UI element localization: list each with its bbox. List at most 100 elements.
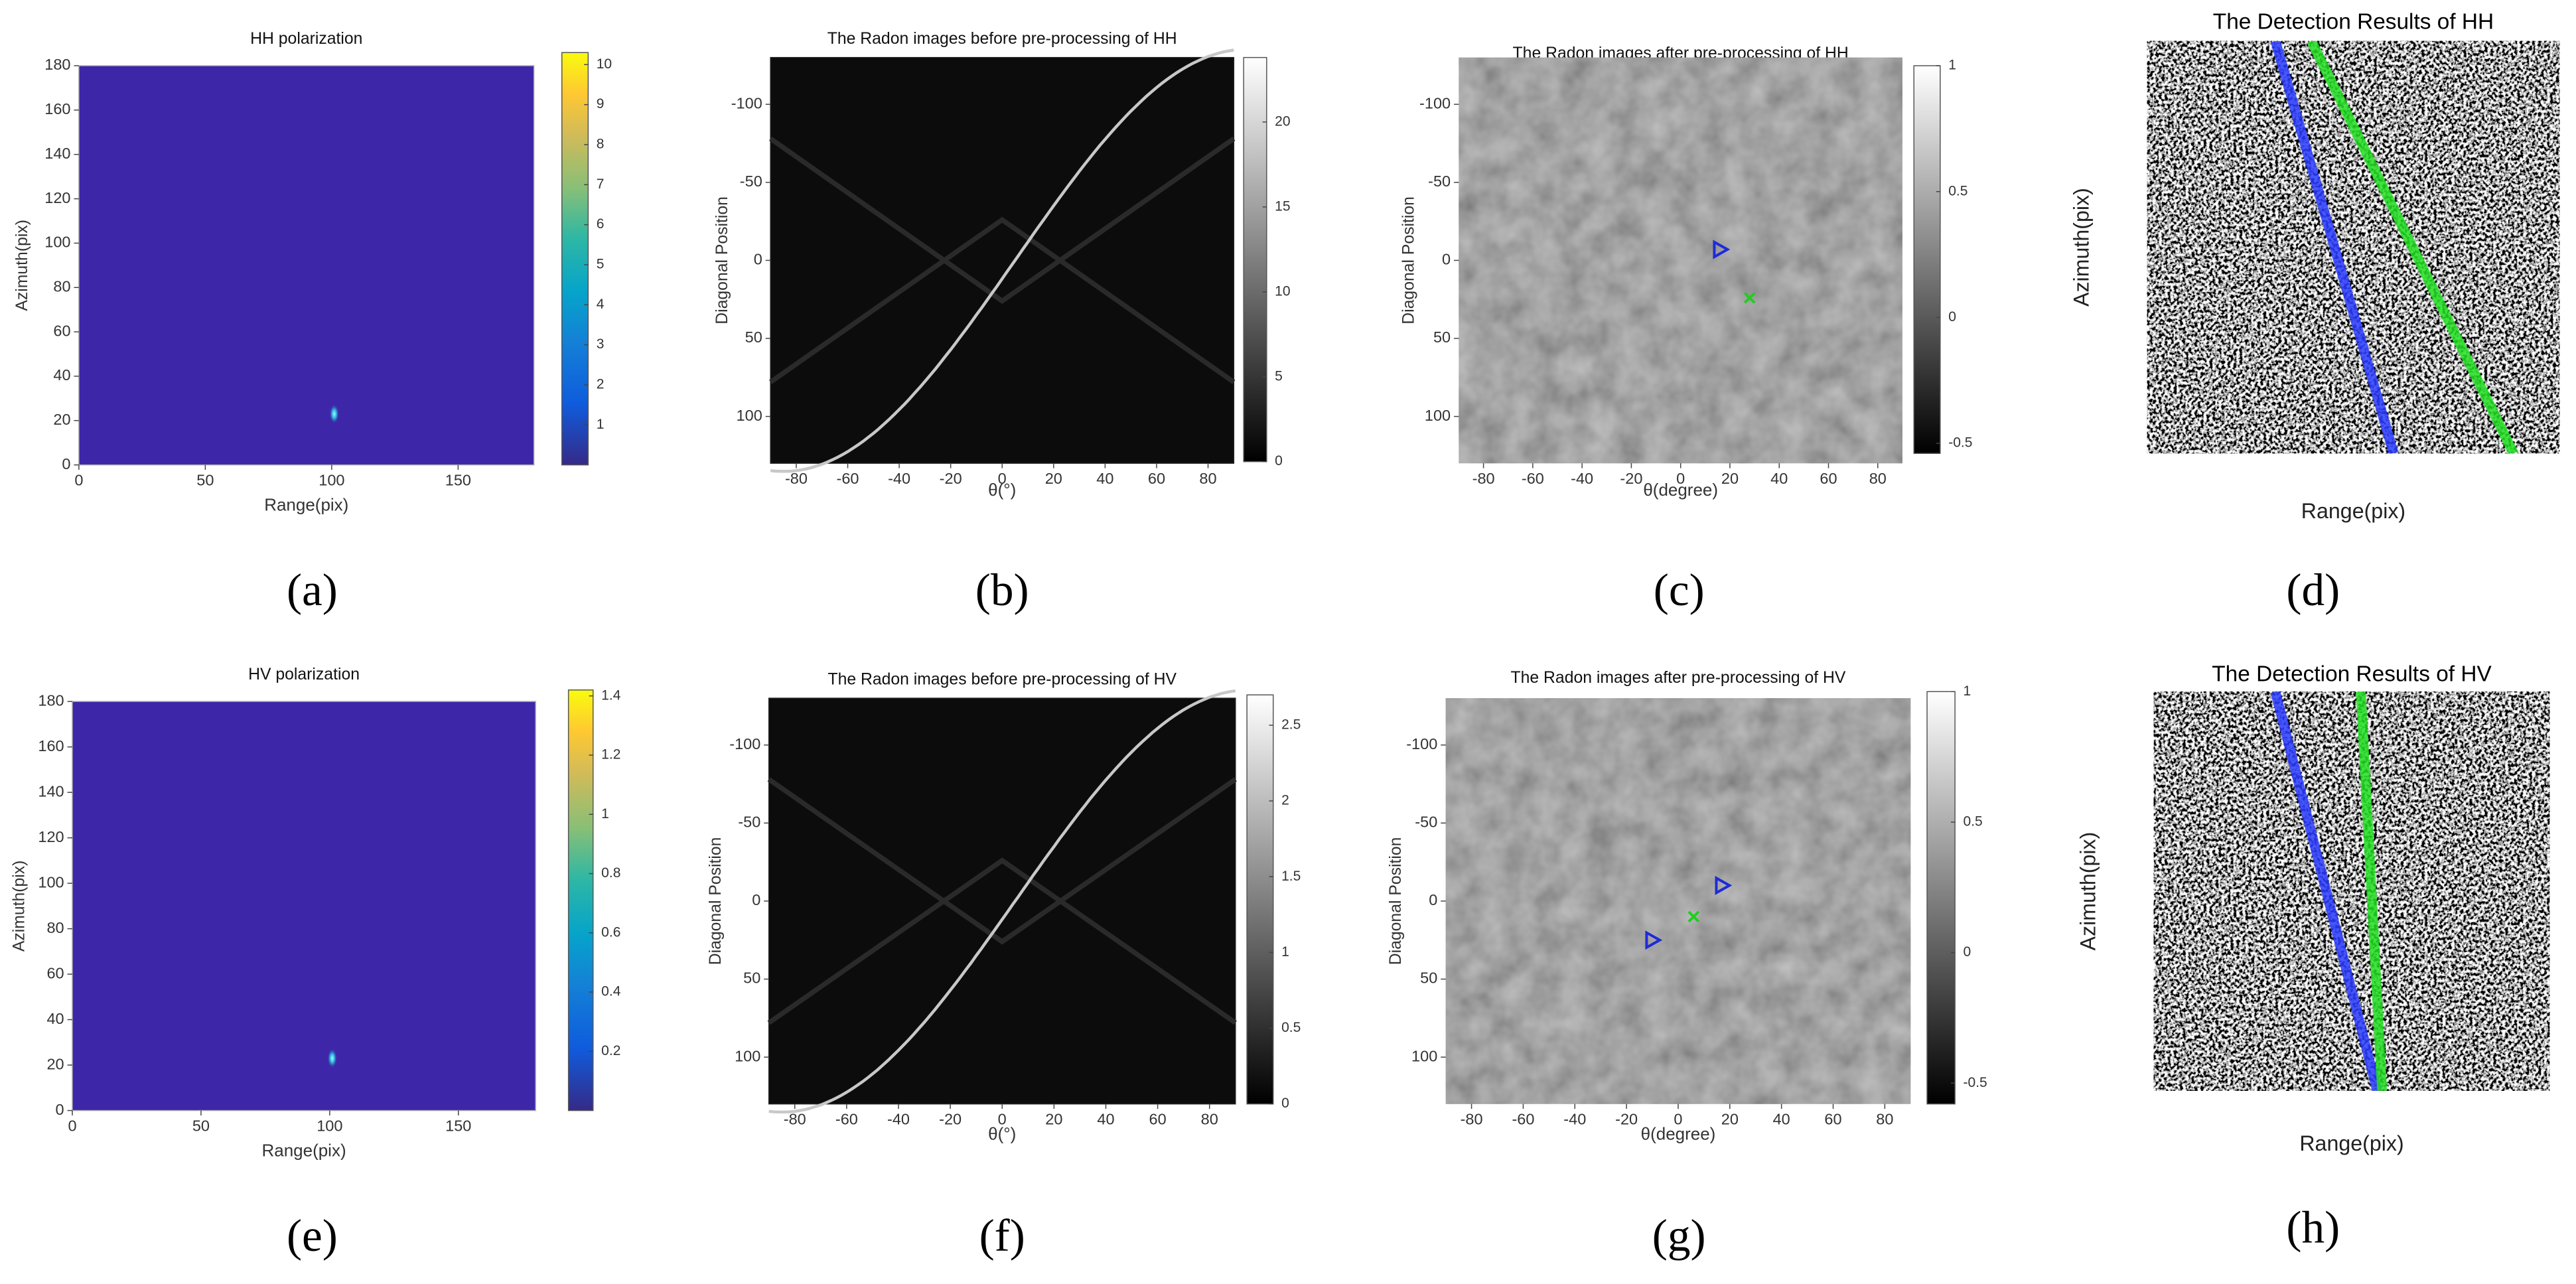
- y-axis-label: Diagonal Position: [1387, 837, 1405, 965]
- panel-label: (f): [979, 1210, 1025, 1261]
- x-tick-label: 40: [1097, 1111, 1114, 1128]
- x-axis-label: Range(pix): [2301, 499, 2405, 523]
- chart-title: The Radon images before pre-processing o…: [827, 30, 1177, 48]
- x-tick-label: -60: [837, 470, 859, 487]
- colorbar-tick-label: 15: [1275, 198, 1290, 214]
- x-tick-label: -40: [1563, 1111, 1586, 1128]
- x-tick-label: 0: [74, 472, 83, 489]
- y-tick-label: 180: [38, 691, 64, 709]
- chart-title: The Radon images after pre-processing of…: [1511, 669, 1846, 687]
- y-tick-label: 0: [56, 1101, 64, 1118]
- colorbar-tick-label: 2.5: [1281, 717, 1301, 732]
- x-tick-label: 50: [192, 1117, 210, 1135]
- y-tick-label: 160: [38, 737, 64, 754]
- colorbar-tick-label: 2: [1281, 793, 1289, 808]
- x-tick-label: 80: [1876, 1111, 1893, 1128]
- colorbar-tick-label: 20: [1275, 113, 1290, 129]
- radon-image: [770, 56, 1235, 464]
- colorbar-tick-label: 0.6: [601, 924, 620, 940]
- radon-ridge: [767, 777, 1237, 945]
- y-tick-label: 50: [745, 328, 762, 346]
- x-tick-label: -20: [940, 470, 962, 487]
- x-axis-label: θ(degree): [1643, 480, 1718, 500]
- colorbar-tick-label: 0.5: [1948, 183, 1968, 198]
- y-tick-label: 40: [53, 366, 70, 384]
- colorbar: [1243, 56, 1267, 463]
- x-tick-label: -60: [835, 1111, 858, 1128]
- x-tick-label: -80: [1472, 470, 1495, 487]
- y-axis-label: Azimuth(pix): [2076, 832, 2100, 951]
- y-axis-label: Azimuth(pix): [13, 220, 31, 311]
- heatmap-image: [78, 65, 535, 466]
- colorbar-tick-label: 1: [1948, 58, 1956, 73]
- x-tick-label: 100: [317, 1117, 342, 1135]
- y-axis-label: Azimuth(pix): [10, 861, 28, 952]
- y-tick-label: 180: [44, 56, 70, 73]
- y-tick-label: 50: [1433, 328, 1451, 346]
- panel-label: (b): [975, 564, 1029, 615]
- y-tick-label: 0: [62, 455, 70, 472]
- y-tick-label: 100: [1411, 1047, 1437, 1064]
- colorbar-tick-label: 3: [597, 336, 605, 352]
- y-tick-label: 40: [46, 1010, 64, 1027]
- y-tick-label: 50: [743, 969, 760, 987]
- colorbar-tick-label: 6: [597, 216, 605, 232]
- y-tick-label: 160: [44, 100, 70, 117]
- y-tick-label: -100: [1406, 735, 1437, 752]
- panel-label: (h): [2286, 1202, 2340, 1253]
- colorbar: [561, 52, 589, 466]
- x-tick-label: -20: [1615, 1111, 1638, 1128]
- radon-image: [768, 697, 1236, 1105]
- x-tick-label: 0: [998, 470, 1007, 487]
- colorbar-tick-label: 0.4: [601, 984, 621, 999]
- y-tick-label: 80: [53, 277, 70, 295]
- speckle-image: [2153, 691, 2550, 1091]
- x-tick-label: 40: [1770, 470, 1788, 487]
- radon-curve: [768, 689, 1236, 1114]
- x-tick-label: -20: [1620, 470, 1642, 487]
- y-tick-label: 0: [754, 251, 762, 268]
- x-tick-label: -80: [784, 1111, 806, 1128]
- x-tick-label: 60: [1149, 1111, 1167, 1128]
- x-axis-label: Range(pix): [262, 1140, 346, 1160]
- x-tick-label: -20: [939, 1111, 962, 1128]
- y-tick-label: 60: [53, 322, 70, 339]
- y-tick-label: 120: [38, 828, 64, 845]
- y-tick-label: -100: [1419, 94, 1451, 111]
- x-tick-label: 20: [1721, 1111, 1739, 1128]
- x-tick-label: 100: [319, 472, 344, 489]
- panel-label: (c): [1654, 564, 1705, 615]
- x-tick-label: -40: [1571, 470, 1593, 487]
- y-tick-label: -50: [740, 173, 762, 190]
- x-tick-label: 150: [445, 472, 471, 489]
- radon-ridge: [769, 136, 1236, 305]
- y-tick-label: 120: [44, 189, 70, 206]
- x-axis-label: Range(pix): [264, 494, 348, 514]
- detected-line: [2270, 40, 2399, 454]
- y-tick-label: -100: [729, 735, 760, 752]
- x-tick-label: 20: [1045, 470, 1062, 487]
- y-tick-label: -100: [731, 94, 762, 111]
- chart-title: The Detection Results of HV: [2212, 662, 2492, 686]
- y-axis-label: Diagonal Position: [707, 837, 725, 965]
- x-axis-label: Range(pix): [2299, 1131, 2403, 1155]
- y-tick-label: 0: [1429, 891, 1437, 908]
- colorbar-tick-label: -0.5: [1948, 435, 1972, 451]
- x-tick-label: 50: [196, 472, 214, 489]
- marker: [1743, 292, 1756, 304]
- colorbar-tick-label: 0: [1948, 309, 1956, 324]
- radon-ridge: [767, 857, 1237, 1025]
- x-tick-label: 0: [68, 1117, 76, 1135]
- x-tick-label: 0: [1676, 470, 1685, 487]
- x-axis-label: θ(°): [988, 480, 1016, 500]
- detected-line: [2307, 40, 2518, 454]
- marker: [1645, 930, 1663, 950]
- x-tick-label: 80: [1199, 470, 1216, 487]
- x-tick-label: -60: [1522, 470, 1544, 487]
- y-axis-label: Diagonal Position: [1400, 196, 1418, 324]
- peak: [327, 1048, 338, 1068]
- colorbar-tick-label: 9: [597, 96, 605, 111]
- y-tick-label: 60: [46, 964, 64, 981]
- panel-label: (a): [287, 564, 338, 615]
- x-tick-label: -80: [785, 470, 808, 487]
